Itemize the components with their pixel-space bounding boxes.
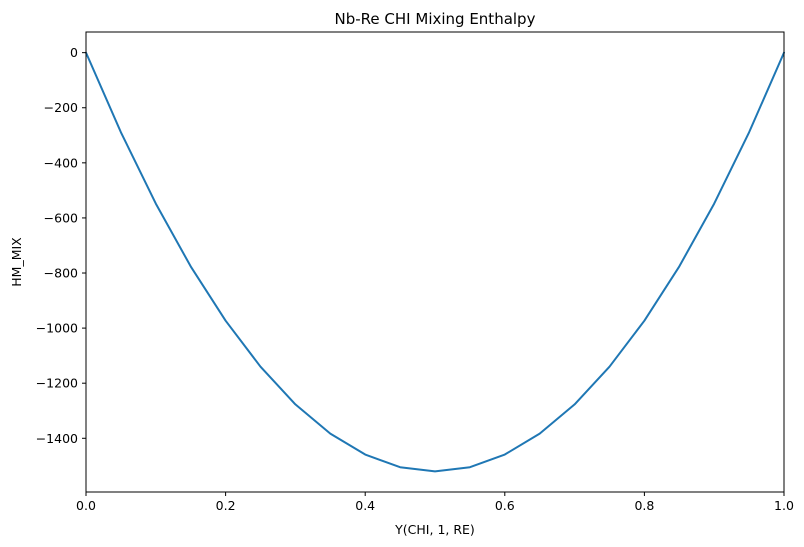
y-tick-label: −1000 [36,321,78,336]
plot-frame [85,31,785,493]
x-tick-label: 0.8 [634,498,654,513]
y-tick-label: −1200 [36,376,78,391]
y-tick-label: −200 [44,100,78,115]
y-tick-label: −800 [44,266,78,281]
y-tick-label: −1400 [36,431,78,446]
y-axis: 0 −200 −400 −600 −800 −1000 −1200 −1400 [36,45,86,446]
x-axis: 0.0 0.2 0.4 0.6 0.8 1.0 [76,492,794,513]
x-tick-label: 0.4 [355,498,375,513]
x-tick-label: 0.2 [216,498,236,513]
x-tick-label: 1.0 [774,498,794,513]
y-tick-label: −600 [44,210,78,225]
y-axis-title: HM_MIX [9,237,24,287]
x-tick-label: 0.0 [76,498,96,513]
series-line-0 [85,51,785,473]
x-tick-label: 0.6 [495,498,515,513]
x-axis-title: Y(CHI, 1, RE) [394,522,475,537]
y-tick-label: 0 [70,45,78,60]
chart-title: Nb-Re CHI Mixing Enthalpy [335,10,536,28]
y-tick-label: −400 [44,155,78,170]
